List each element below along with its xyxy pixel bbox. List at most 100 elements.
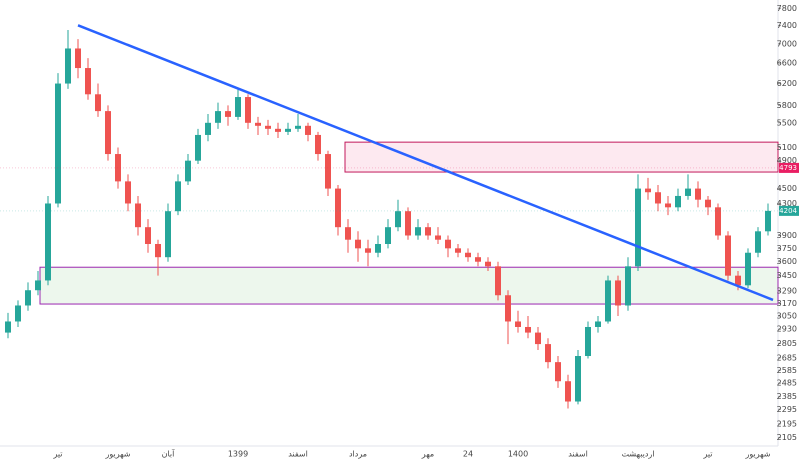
candle-body <box>75 48 81 69</box>
x-tick-label: تیر <box>52 450 62 459</box>
candle-body <box>545 344 551 363</box>
candle-body <box>295 125 301 129</box>
y-tick-label: 2385 <box>777 392 797 401</box>
candle-body <box>595 321 601 327</box>
candle-body <box>605 280 611 322</box>
candle-body <box>635 188 641 267</box>
candle-body <box>425 227 431 236</box>
y-tick-label: 3600 <box>777 257 797 266</box>
y-tick-label: 3050 <box>777 312 797 321</box>
x-tick-label: شهریور <box>104 450 130 459</box>
candle-body <box>735 275 741 286</box>
candle-body <box>105 111 111 155</box>
candle-body <box>765 210 771 232</box>
candle-body <box>705 199 711 208</box>
y-tick-label: 2105 <box>777 433 797 442</box>
candle-body <box>165 211 171 258</box>
candle-body <box>325 154 331 189</box>
trendline <box>77 24 774 302</box>
candle-body <box>145 227 151 244</box>
candle-body <box>465 252 471 258</box>
candle-body <box>565 381 571 402</box>
y-tick-label: 3900 <box>777 231 797 240</box>
x-tick-label: 1399 <box>228 450 248 459</box>
candle-body <box>155 243 161 258</box>
candle-body <box>695 188 701 200</box>
y-tick-label: 4300 <box>777 199 797 208</box>
candle-body <box>455 248 461 253</box>
y-tick-label: 2805 <box>777 339 797 348</box>
candle-body <box>645 188 651 193</box>
candle-body <box>55 83 61 204</box>
y-tick-label: 2685 <box>777 353 797 362</box>
zone <box>39 266 779 305</box>
price-label: 4204 <box>779 207 797 215</box>
candle-body <box>415 227 421 236</box>
y-tick-label: 2195 <box>777 419 797 428</box>
candle-body <box>365 248 371 253</box>
candle-body <box>45 203 51 281</box>
candle-body <box>275 128 281 132</box>
candle-body <box>185 160 191 182</box>
candle-body <box>405 211 411 236</box>
y-tick-label: 5800 <box>777 101 797 110</box>
candle-body <box>245 97 251 123</box>
candle-body <box>625 266 631 306</box>
candle-body <box>265 125 271 129</box>
x-tick-label: 1400 <box>508 450 528 459</box>
candle-body <box>85 68 91 95</box>
y-tick-label: 2930 <box>777 325 797 334</box>
candle-body <box>35 280 41 291</box>
candle-body <box>515 321 521 327</box>
y-tick-label: 7000 <box>777 39 797 48</box>
candle-body <box>345 227 351 240</box>
candle-body <box>15 305 21 322</box>
candle-body <box>555 362 561 382</box>
candle-body <box>285 128 291 132</box>
x-tick-label: اردیبهشت <box>622 450 655 459</box>
candle-body <box>655 192 661 204</box>
candle-body <box>665 203 671 208</box>
candle-body <box>445 239 451 249</box>
candle-body <box>225 111 231 117</box>
candle-body <box>715 207 721 236</box>
y-tick-label: 6200 <box>777 79 797 88</box>
candle-body <box>125 181 131 204</box>
y-tick-label: 3450 <box>777 271 797 280</box>
y-tick-label: 3290 <box>777 287 797 296</box>
y-tick-label: 4500 <box>777 184 797 193</box>
candle-body <box>525 326 531 333</box>
x-tick-label: مهر <box>421 450 434 459</box>
candle-body <box>435 235 441 240</box>
candle-body <box>745 252 751 286</box>
candle-body <box>355 239 361 249</box>
candle-body <box>135 203 141 228</box>
candle-body <box>195 134 201 161</box>
x-tick-label: 24 <box>463 450 473 459</box>
candle-body <box>395 211 401 228</box>
candle-body <box>685 188 691 196</box>
candle-body <box>755 231 761 253</box>
candle-body <box>305 125 311 135</box>
y-tick-label: 5100 <box>777 143 797 152</box>
y-tick-label: 6600 <box>777 59 797 68</box>
y-tick-label: 2295 <box>777 405 797 414</box>
x-tick-label: مرداد <box>349 450 367 459</box>
price-label-box <box>779 205 799 216</box>
candle-body <box>5 321 11 333</box>
candle-body <box>335 188 341 228</box>
y-tick-label: 5500 <box>777 118 797 127</box>
candle-body <box>505 295 511 322</box>
y-tick-label: 7800 <box>777 4 797 13</box>
candle-body <box>215 111 221 123</box>
y-tick-label: 3750 <box>777 244 797 253</box>
candle-body <box>585 326 591 357</box>
candle-body <box>475 257 481 262</box>
y-tick-label: 2585 <box>777 366 797 375</box>
y-tick-label: 7400 <box>777 21 797 30</box>
candle-body <box>615 280 621 306</box>
candle-body <box>25 290 31 306</box>
zone <box>344 141 779 173</box>
